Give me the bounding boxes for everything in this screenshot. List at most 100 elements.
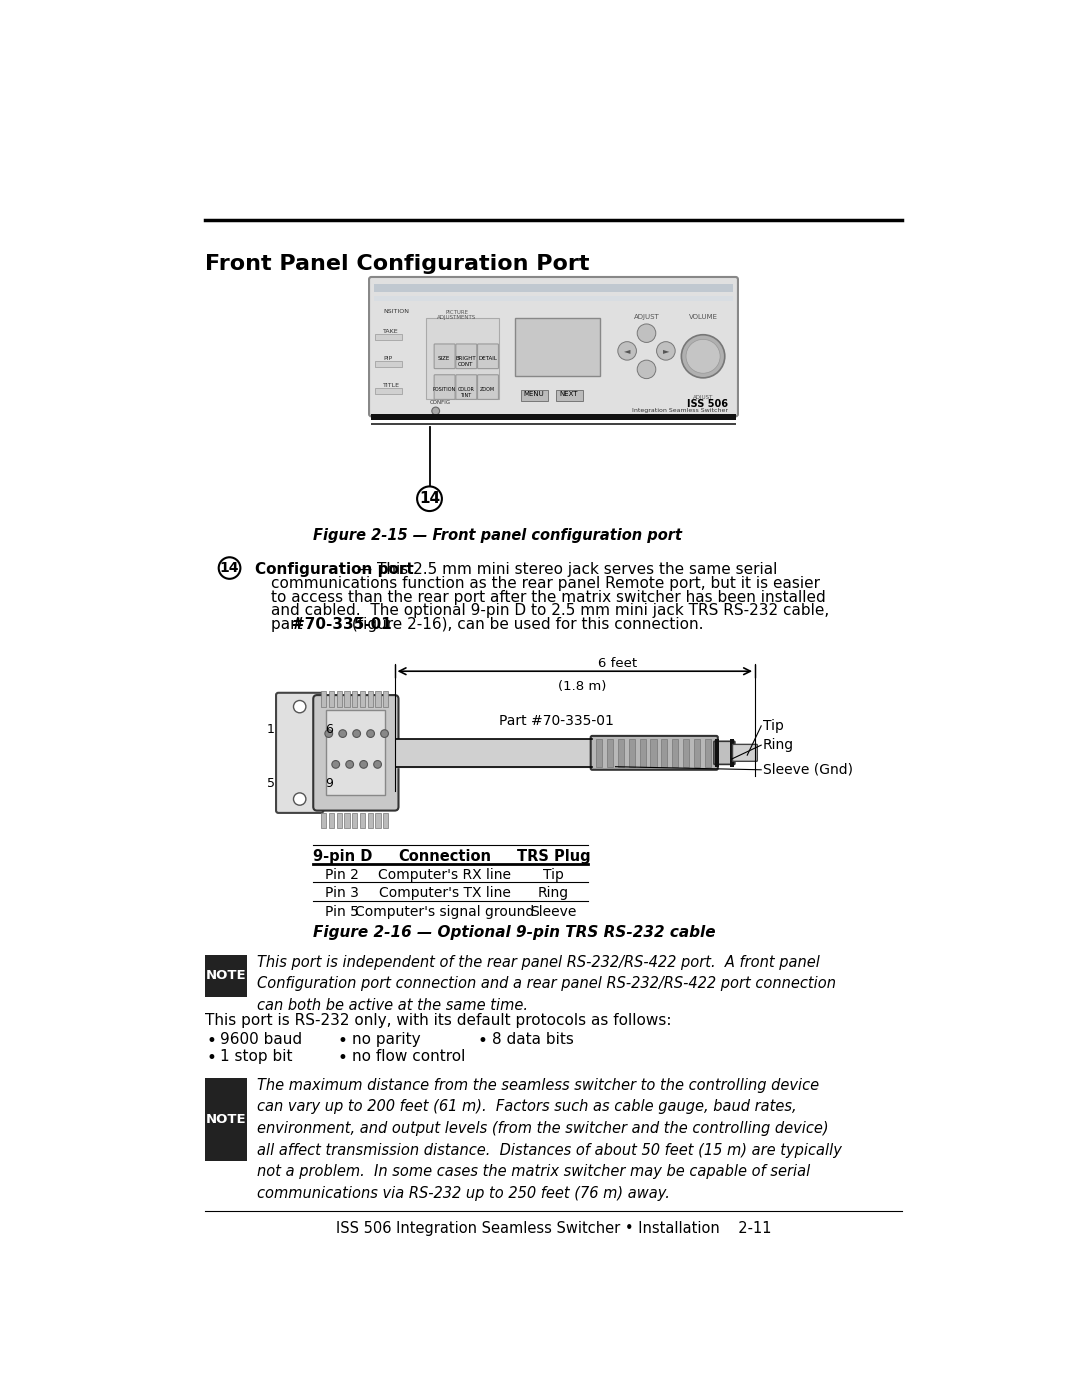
Bar: [383, 692, 389, 707]
Bar: [521, 390, 548, 401]
Bar: [328, 813, 334, 828]
Bar: [618, 739, 624, 767]
Text: ADJUST: ADJUST: [693, 395, 713, 400]
Circle shape: [618, 342, 636, 360]
Bar: [683, 739, 689, 767]
Text: ◄: ◄: [624, 346, 631, 355]
Text: Sleeve (Gnd): Sleeve (Gnd): [762, 763, 853, 777]
Text: •: •: [338, 1049, 348, 1066]
Text: part: part: [271, 617, 307, 633]
Bar: [375, 692, 380, 707]
Circle shape: [657, 342, 675, 360]
FancyBboxPatch shape: [591, 736, 718, 770]
Text: ADJUSTMENTS: ADJUSTMENTS: [437, 316, 476, 320]
Bar: [650, 739, 657, 767]
Circle shape: [339, 729, 347, 738]
Bar: [375, 388, 403, 394]
Circle shape: [360, 760, 367, 768]
Text: 9-pin D: 9-pin D: [312, 849, 372, 865]
Text: 14: 14: [419, 492, 440, 506]
Text: ISS 506: ISS 506: [687, 398, 728, 409]
Text: Ring: Ring: [538, 886, 569, 900]
Circle shape: [686, 339, 720, 373]
FancyBboxPatch shape: [456, 344, 476, 369]
Text: Figure 2-16 — Optional 9-pin TRS RS-232 cable: Figure 2-16 — Optional 9-pin TRS RS-232 …: [313, 925, 716, 940]
FancyBboxPatch shape: [434, 344, 455, 369]
Text: TAKE: TAKE: [383, 330, 399, 334]
Text: 6: 6: [325, 724, 333, 736]
Text: 5: 5: [267, 777, 274, 791]
Bar: [639, 739, 646, 767]
Bar: [375, 813, 380, 828]
Bar: [383, 813, 389, 828]
Text: Computer's signal ground: Computer's signal ground: [355, 904, 535, 919]
Bar: [345, 813, 350, 828]
Text: Sleeve: Sleeve: [530, 904, 577, 919]
Bar: [360, 692, 365, 707]
Text: CONFIG: CONFIG: [430, 400, 450, 405]
Circle shape: [417, 486, 442, 511]
Text: ZOOM: ZOOM: [481, 387, 496, 393]
Bar: [374, 284, 733, 292]
Bar: [321, 692, 326, 707]
Text: The maximum distance from the seamless switcher to the controlling device
can va: The maximum distance from the seamless s…: [257, 1077, 842, 1201]
Bar: [326, 711, 386, 795]
Circle shape: [346, 760, 353, 768]
Text: 1: 1: [267, 724, 274, 736]
Bar: [372, 422, 735, 425]
Text: MENU: MENU: [524, 391, 544, 397]
Circle shape: [332, 760, 339, 768]
FancyBboxPatch shape: [276, 693, 323, 813]
Bar: [596, 739, 603, 767]
Circle shape: [294, 700, 306, 712]
Text: Pin 3: Pin 3: [325, 886, 360, 900]
Bar: [515, 317, 600, 376]
Text: (figure 2-16), can be used for this connection.: (figure 2-16), can be used for this conn…: [347, 617, 703, 633]
Text: Part #70-335-01: Part #70-335-01: [499, 714, 615, 728]
Text: TITLE: TITLE: [383, 383, 400, 388]
Bar: [367, 813, 373, 828]
Text: VOLUME: VOLUME: [689, 314, 717, 320]
Text: to access than the rear port after the matrix switcher has been installed: to access than the rear port after the m…: [271, 590, 825, 605]
Bar: [704, 739, 711, 767]
Text: 8 data bits: 8 data bits: [491, 1031, 573, 1046]
Circle shape: [367, 729, 375, 738]
Text: COLOR
TINT: COLOR TINT: [458, 387, 474, 398]
FancyBboxPatch shape: [369, 277, 738, 416]
Bar: [321, 813, 326, 828]
Text: 9600 baud: 9600 baud: [220, 1031, 302, 1046]
Bar: [352, 692, 357, 707]
Bar: [205, 1077, 247, 1161]
Text: Tip: Tip: [762, 719, 784, 733]
FancyBboxPatch shape: [477, 374, 499, 400]
Text: Configuration port: Configuration port: [255, 562, 414, 577]
Text: — This 2.5 mm mini stereo jack serves the same serial: — This 2.5 mm mini stereo jack serves th…: [352, 562, 778, 577]
Circle shape: [637, 324, 656, 342]
Bar: [352, 813, 357, 828]
Text: DETAIL: DETAIL: [478, 356, 497, 362]
Circle shape: [380, 729, 389, 738]
Text: Front Panel Configuration Port: Front Panel Configuration Port: [205, 254, 590, 274]
Bar: [556, 390, 583, 401]
Text: Figure 2-15 — Front panel configuration port: Figure 2-15 — Front panel configuration …: [313, 528, 683, 543]
Bar: [426, 317, 499, 398]
Text: Tip: Tip: [543, 868, 564, 882]
Text: Integration Seamless Switcher: Integration Seamless Switcher: [632, 408, 728, 414]
Circle shape: [374, 760, 381, 768]
Text: (1.8 m): (1.8 m): [558, 680, 607, 693]
Text: •: •: [338, 1031, 348, 1049]
Text: Computer's TX line: Computer's TX line: [379, 886, 511, 900]
Text: Ring: Ring: [762, 738, 794, 752]
Text: #70-335-01: #70-335-01: [293, 617, 392, 633]
Bar: [337, 692, 342, 707]
Text: •: •: [477, 1031, 487, 1049]
Text: SIZE: SIZE: [438, 356, 450, 362]
Bar: [375, 360, 403, 367]
Text: Connection: Connection: [399, 849, 491, 865]
Bar: [367, 692, 373, 707]
Bar: [337, 813, 342, 828]
FancyBboxPatch shape: [732, 745, 757, 761]
Bar: [730, 739, 734, 767]
Text: 1 stop bit: 1 stop bit: [220, 1049, 293, 1063]
Text: ISS 506 Integration Seamless Switcher • Installation    2-11: ISS 506 Integration Seamless Switcher • …: [336, 1221, 771, 1236]
